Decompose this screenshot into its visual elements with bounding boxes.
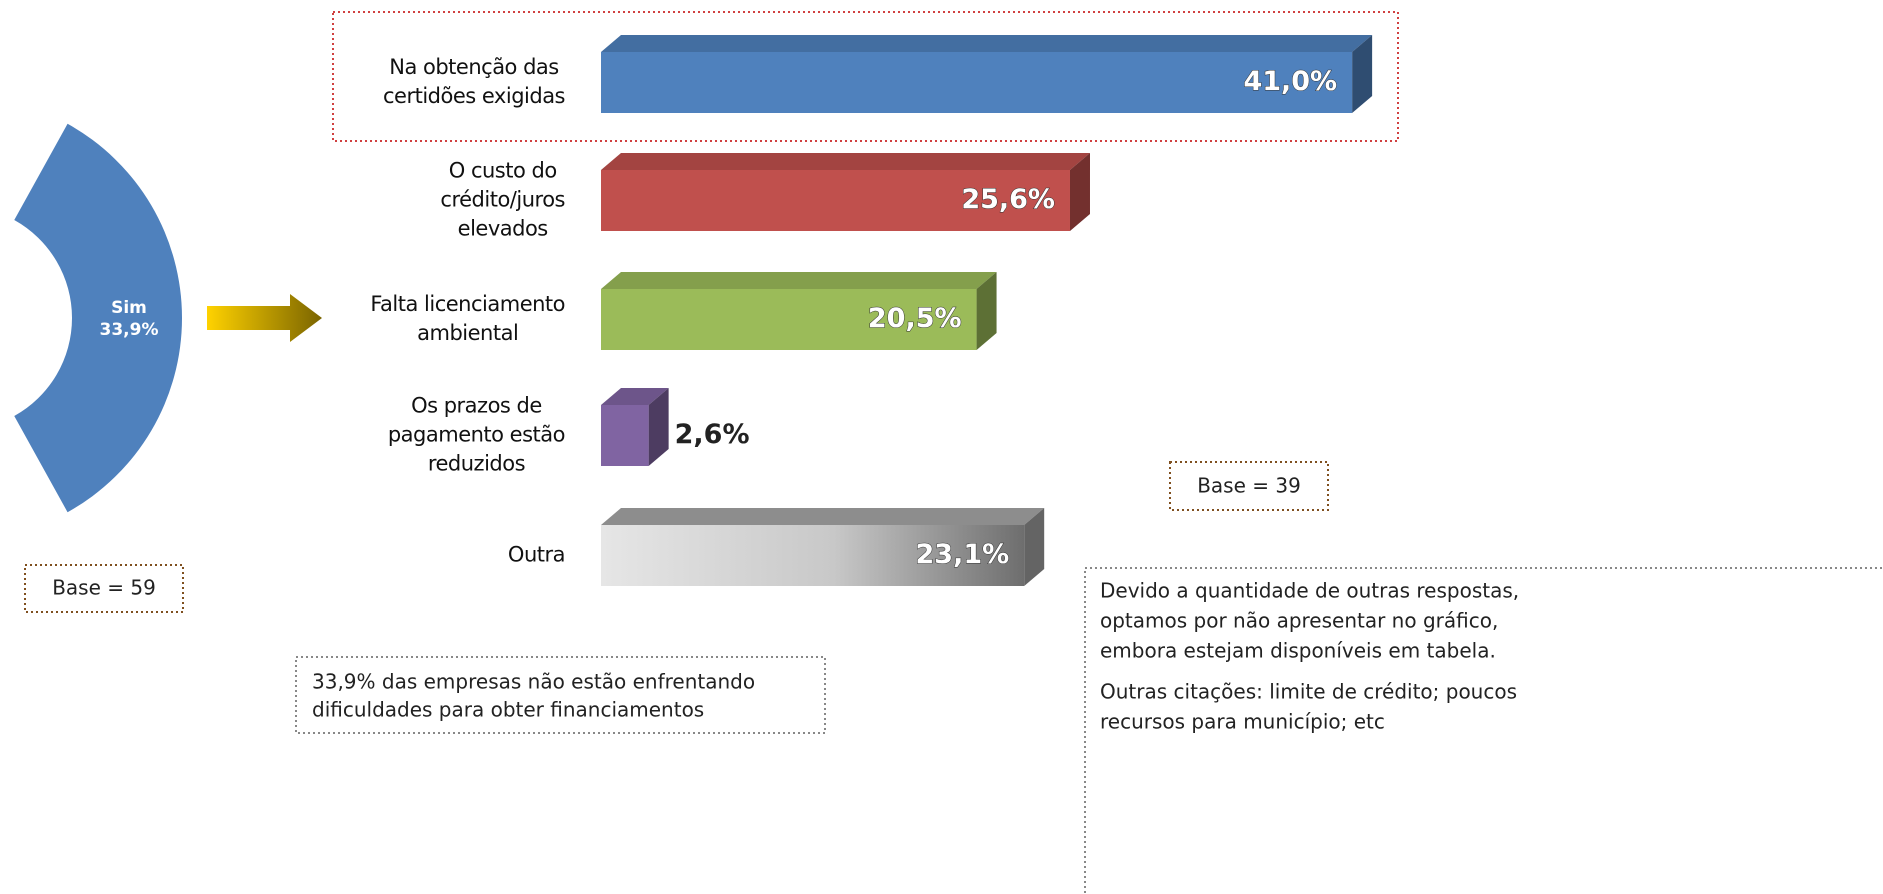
bar <box>601 388 669 466</box>
category-label: elevados <box>458 217 548 241</box>
bar-face <box>601 508 1045 525</box>
category-label: reduzidos <box>428 452 525 476</box>
category-label: ambiental <box>417 321 518 345</box>
base-box <box>24 564 184 613</box>
slice-value: 33,9% <box>100 320 159 340</box>
base-box <box>1169 461 1329 511</box>
note-line: embora estejam disponíveis em tabela. <box>1100 639 1496 663</box>
arrow <box>207 294 322 342</box>
category-label: Na obtenção das <box>389 55 558 79</box>
value-label: 23,1% <box>916 539 1010 570</box>
note-line: Outras citações: limite de crédito; pouc… <box>1100 680 1517 704</box>
slice-label: Sim <box>111 298 147 318</box>
highlight-box <box>332 11 1399 142</box>
base-label: Base = 39 <box>1197 474 1301 498</box>
base-label: Base = 59 <box>52 576 156 600</box>
bar-face <box>601 388 669 405</box>
bar-face <box>601 170 1070 231</box>
value-label: 25,6% <box>961 184 1055 215</box>
pie-slice <box>14 123 183 513</box>
bar-face <box>601 52 1353 113</box>
note-box <box>1084 567 1883 894</box>
value-label: 2,6% <box>675 419 750 450</box>
category-label: Falta licenciamento <box>370 292 565 316</box>
category-label: O custo do <box>449 159 557 183</box>
bar <box>601 272 997 350</box>
bar-face <box>601 272 997 289</box>
bar-face <box>601 405 649 466</box>
bar <box>601 153 1090 231</box>
value-label: 20,5% <box>868 303 962 334</box>
category-label: certidões exigidas <box>383 84 565 108</box>
bar-face <box>648 388 669 466</box>
bar <box>601 35 1373 113</box>
bar-face <box>601 35 1373 52</box>
bar-face <box>976 272 997 350</box>
note-line: Devido a quantidade de outras respostas, <box>1100 579 1519 603</box>
note-line: dificuldades para obter financiamentos <box>312 698 704 722</box>
category-label: pagamento estão <box>388 423 565 447</box>
bar-face <box>601 153 1090 170</box>
category-label: Outra <box>508 543 565 567</box>
bar-face <box>1352 35 1373 113</box>
bar <box>601 508 1045 586</box>
bar-face <box>1024 508 1045 586</box>
category-label: Os prazos de <box>411 394 542 418</box>
bar-face <box>601 525 1025 586</box>
category-label: crédito/juros <box>440 188 565 212</box>
note-line: recursos para município; etc <box>1100 710 1385 734</box>
note-box <box>295 656 826 734</box>
note-line: 33,9% das empresas não estão enfrentando <box>312 670 755 694</box>
bar-face <box>1069 153 1090 231</box>
value-label: 41,0% <box>1243 66 1337 97</box>
note-line: optamos por não apresentar no gráfico, <box>1100 609 1498 633</box>
bar-face <box>601 289 977 350</box>
